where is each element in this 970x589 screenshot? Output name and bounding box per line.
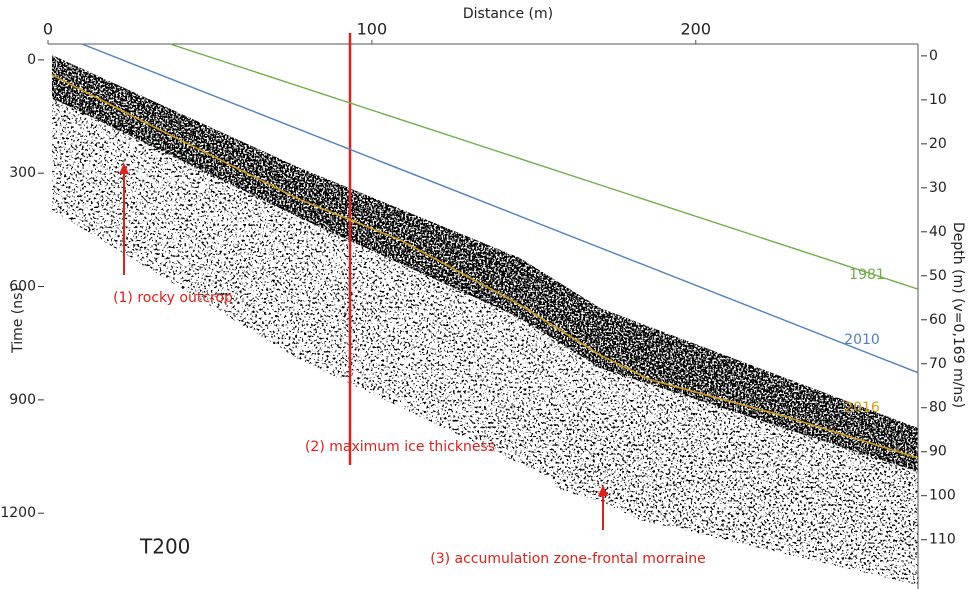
y-tick-label: 900	[9, 392, 36, 408]
x-tick-label: 100	[357, 20, 388, 39]
annotation: (3) accumulation zone-frontal morraine	[430, 551, 705, 567]
annotation: (2) maximum ice thickness	[305, 439, 495, 455]
y-tick-label: 0	[27, 52, 36, 68]
y2-tick-label: 50	[929, 268, 947, 284]
line-label: 2010	[844, 332, 880, 348]
x-tick-label: 200	[680, 20, 711, 39]
profile-label: T200	[139, 535, 190, 559]
y2-tick-label: 10	[929, 92, 947, 108]
y2-tick-label: 100	[929, 488, 956, 504]
y2-tick-label: 70	[929, 356, 947, 372]
y2-tick-label: 110	[929, 532, 956, 548]
y-tick-label: 300	[9, 165, 36, 181]
annotations: (1) rocky outcrop (2) maximum ice thickn…	[113, 33, 706, 567]
annotation: (1) rocky outcrop	[113, 290, 233, 306]
y-tick-label: 600	[9, 279, 36, 295]
arrow-head	[598, 485, 608, 496]
y-axis-label: Time (ns)	[10, 287, 26, 354]
y2-tick-label: 90	[929, 444, 947, 460]
y2-tick-label: 60	[929, 312, 947, 328]
x-axis-label: Distance (m)	[463, 6, 553, 22]
y2-tick-label: 40	[929, 224, 947, 240]
y2-tick-label: 0	[929, 48, 938, 64]
y2-tick-label: 30	[929, 180, 947, 196]
x-tick-label: 0	[43, 20, 53, 39]
surface-line	[51, 74, 918, 459]
surface-line	[81, 43, 918, 374]
y2-tick-label: 80	[929, 400, 947, 416]
line-label: 2016	[844, 400, 880, 416]
y2-tick-label: 20	[929, 136, 947, 152]
y2-axis-label: Depth (m) (v=0,169 m/ns)	[950, 222, 966, 408]
arrow-head	[119, 163, 129, 174]
y-tick-label: 1200	[0, 505, 36, 521]
line-label: 1981	[849, 267, 885, 283]
radargram-texture	[52, 55, 918, 585]
surface-line	[169, 43, 918, 290]
